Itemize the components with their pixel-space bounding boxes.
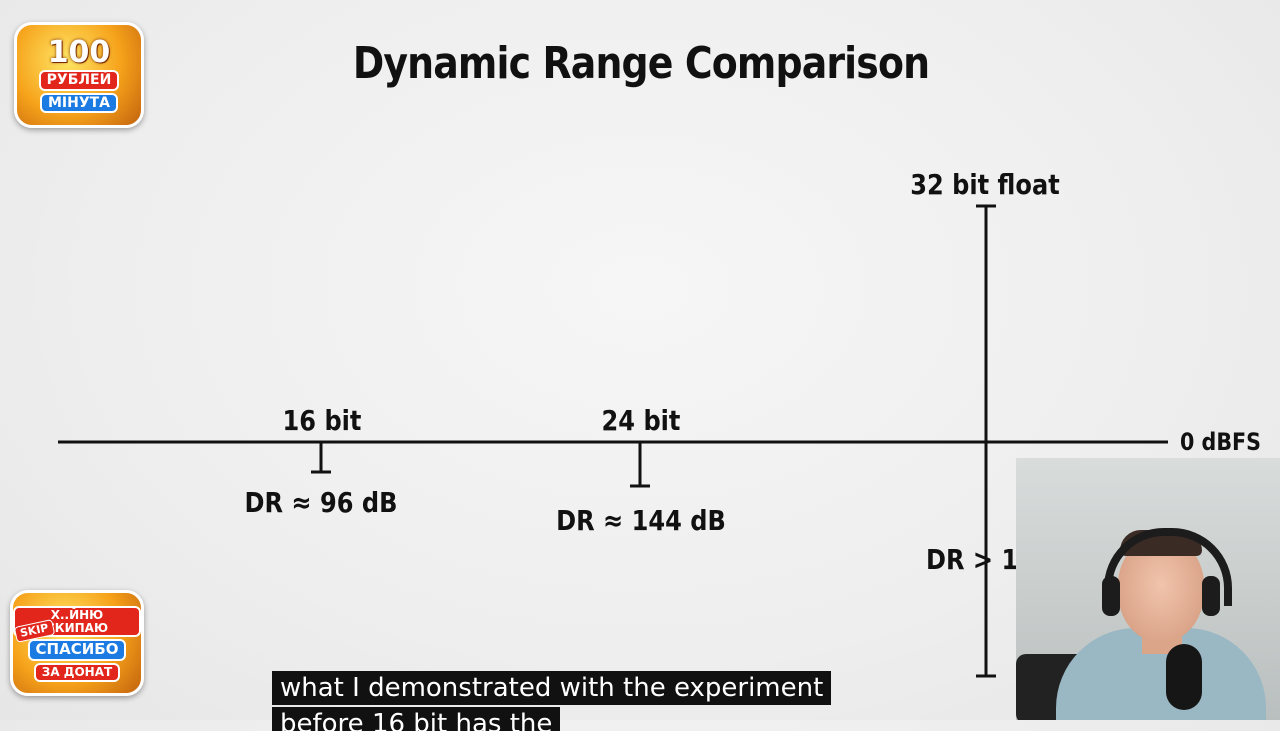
- caption-line-2: before 16 bit has the: [272, 707, 561, 731]
- headphones-left-cup: [1102, 576, 1120, 616]
- caption-line-1: what I demonstrated with the experiment: [272, 671, 832, 705]
- dr-label-24bit: DR ≈ 144 dB: [556, 504, 726, 537]
- format-label-16bit: 16 bit: [282, 404, 362, 437]
- format-label-24bit: 24 bit: [601, 404, 681, 437]
- donation-skip-badge: Х..ЙНЮ СКИПАЮ SKIP СПАСИБО ЗА ДОНАТ: [10, 590, 144, 696]
- microphone: [1166, 644, 1202, 710]
- badge-donate-text: ЗА ДОНАТ: [33, 663, 121, 682]
- badge-thanks-text: СПАСИБО: [27, 639, 127, 662]
- headphones-right-cup: [1202, 576, 1220, 616]
- badge-ribbon-rubles: РУБЛЕЙ: [38, 70, 120, 91]
- page-title: Dynamic Range Comparison: [352, 38, 930, 89]
- headphones-band: [1104, 528, 1232, 606]
- zero-dbfs-label: 0 dBFS: [1180, 428, 1262, 456]
- badge-ribbon-minute: МІНУТА: [39, 92, 119, 114]
- donation-rate-badge: 100 РУБЛЕЙ МІНУТА: [14, 22, 144, 128]
- format-label-32bit-float: 32 bit float: [910, 168, 1060, 201]
- dr-label-16bit: DR ≈ 96 dB: [244, 486, 398, 519]
- webcam-overlay: [1016, 458, 1280, 720]
- badge-number: 100: [47, 34, 111, 70]
